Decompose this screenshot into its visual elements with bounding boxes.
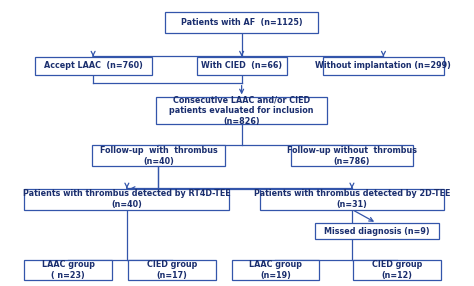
Text: Follow-up without  thrombus
(n=786): Follow-up without thrombus (n=786) [287,146,417,166]
Text: Patients with thrombus detected by 2D-TEE
(n=31): Patients with thrombus detected by 2D-TE… [254,189,450,209]
Text: CIED group
(n=12): CIED group (n=12) [372,260,422,280]
Text: Missed diagnosis (n=9): Missed diagnosis (n=9) [324,227,429,236]
FancyBboxPatch shape [323,57,444,75]
FancyBboxPatch shape [92,145,225,166]
FancyBboxPatch shape [260,188,444,210]
FancyBboxPatch shape [128,260,216,280]
Text: Accept LAAC  (n=760): Accept LAAC (n=760) [44,61,143,70]
FancyBboxPatch shape [315,223,438,239]
Text: With CIED  (n=66): With CIED (n=66) [201,61,282,70]
FancyBboxPatch shape [35,57,152,75]
Text: LAAC group
(n=19): LAAC group (n=19) [249,260,302,280]
Text: Consecutive LAAC and/or CIED
patients evaluated for inclusion
(n=826): Consecutive LAAC and/or CIED patients ev… [169,95,314,126]
Text: LAAC group
( n=23): LAAC group ( n=23) [42,260,95,280]
Text: Patients with thrombus detected by RT4D-TEE
(n=40): Patients with thrombus detected by RT4D-… [23,189,231,209]
Text: CIED group
(n=17): CIED group (n=17) [146,260,197,280]
Text: Follow-up  with  thrombus
(n=40): Follow-up with thrombus (n=40) [100,146,217,166]
FancyBboxPatch shape [231,260,319,280]
FancyBboxPatch shape [156,98,327,124]
FancyBboxPatch shape [353,260,441,280]
FancyBboxPatch shape [197,57,287,75]
FancyBboxPatch shape [165,12,318,33]
Text: Without implantation (n=299): Without implantation (n=299) [316,61,451,70]
FancyBboxPatch shape [291,145,413,166]
Text: Patients with AF  (n=1125): Patients with AF (n=1125) [181,18,302,27]
FancyBboxPatch shape [25,188,229,210]
FancyBboxPatch shape [25,260,112,280]
